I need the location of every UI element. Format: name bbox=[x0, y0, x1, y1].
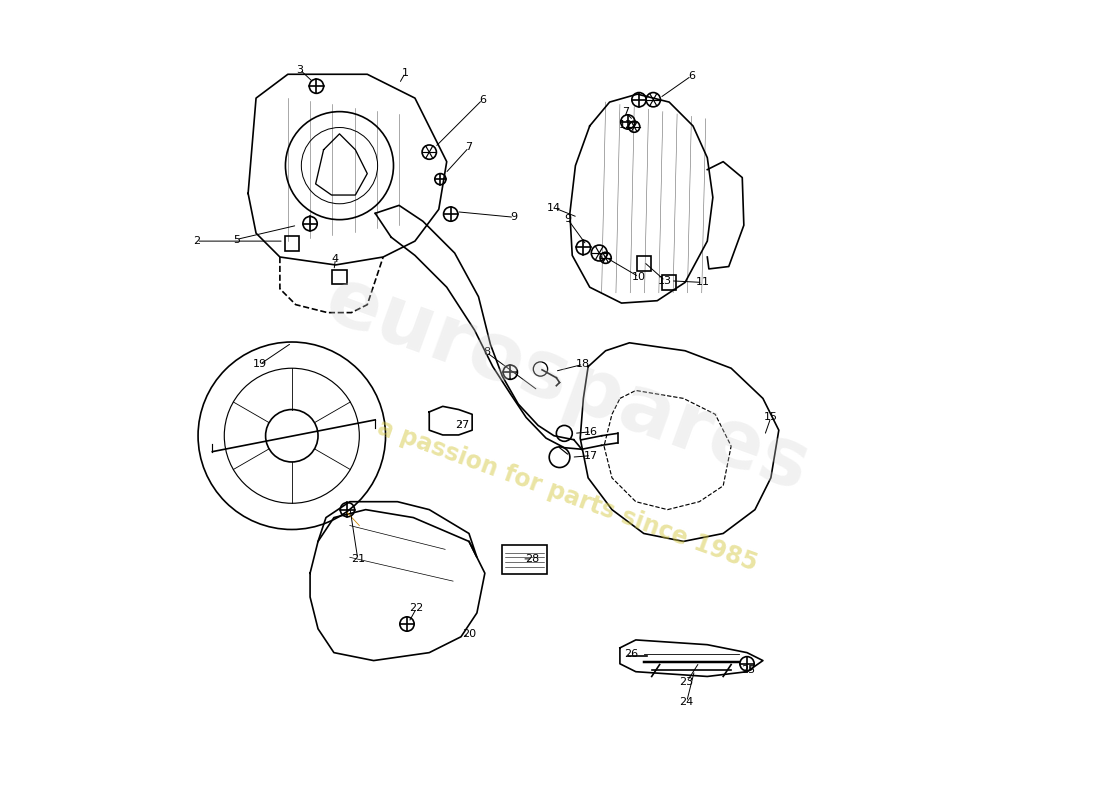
Text: 26: 26 bbox=[624, 650, 638, 659]
Text: 6: 6 bbox=[478, 94, 486, 105]
Text: 2: 2 bbox=[192, 236, 200, 246]
Text: 4: 4 bbox=[332, 254, 339, 263]
Text: 27: 27 bbox=[455, 421, 470, 430]
Text: 10: 10 bbox=[632, 272, 646, 282]
Text: 7: 7 bbox=[465, 142, 473, 152]
Bar bbox=[637, 256, 651, 270]
Text: 20: 20 bbox=[462, 630, 476, 639]
Text: 14: 14 bbox=[547, 202, 561, 213]
Text: 1: 1 bbox=[402, 68, 409, 78]
Text: 11: 11 bbox=[695, 278, 710, 287]
Text: 9: 9 bbox=[510, 212, 518, 222]
Bar bbox=[285, 236, 299, 250]
Text: 21: 21 bbox=[351, 554, 365, 564]
Text: 8: 8 bbox=[483, 347, 490, 358]
Text: 16: 16 bbox=[584, 426, 598, 437]
Text: 25: 25 bbox=[741, 665, 756, 675]
Text: 3: 3 bbox=[296, 65, 304, 74]
Text: 24: 24 bbox=[680, 697, 694, 707]
Text: 28: 28 bbox=[526, 554, 540, 564]
Text: 15: 15 bbox=[763, 413, 778, 422]
Text: 5: 5 bbox=[233, 234, 240, 245]
Text: 6: 6 bbox=[688, 71, 695, 81]
Text: 12: 12 bbox=[618, 120, 632, 130]
Text: 18: 18 bbox=[576, 359, 591, 370]
Text: eurospares: eurospares bbox=[315, 260, 821, 508]
Text: 7: 7 bbox=[621, 107, 629, 118]
Bar bbox=[332, 270, 346, 284]
Text: 13: 13 bbox=[658, 276, 672, 286]
Text: 19: 19 bbox=[253, 359, 267, 370]
Text: a passion for parts since 1985: a passion for parts since 1985 bbox=[374, 415, 761, 575]
Text: 23: 23 bbox=[680, 677, 694, 687]
Text: 9: 9 bbox=[564, 214, 571, 224]
Text: 22: 22 bbox=[409, 603, 424, 613]
Text: 17: 17 bbox=[584, 450, 598, 461]
Bar bbox=[662, 275, 676, 290]
